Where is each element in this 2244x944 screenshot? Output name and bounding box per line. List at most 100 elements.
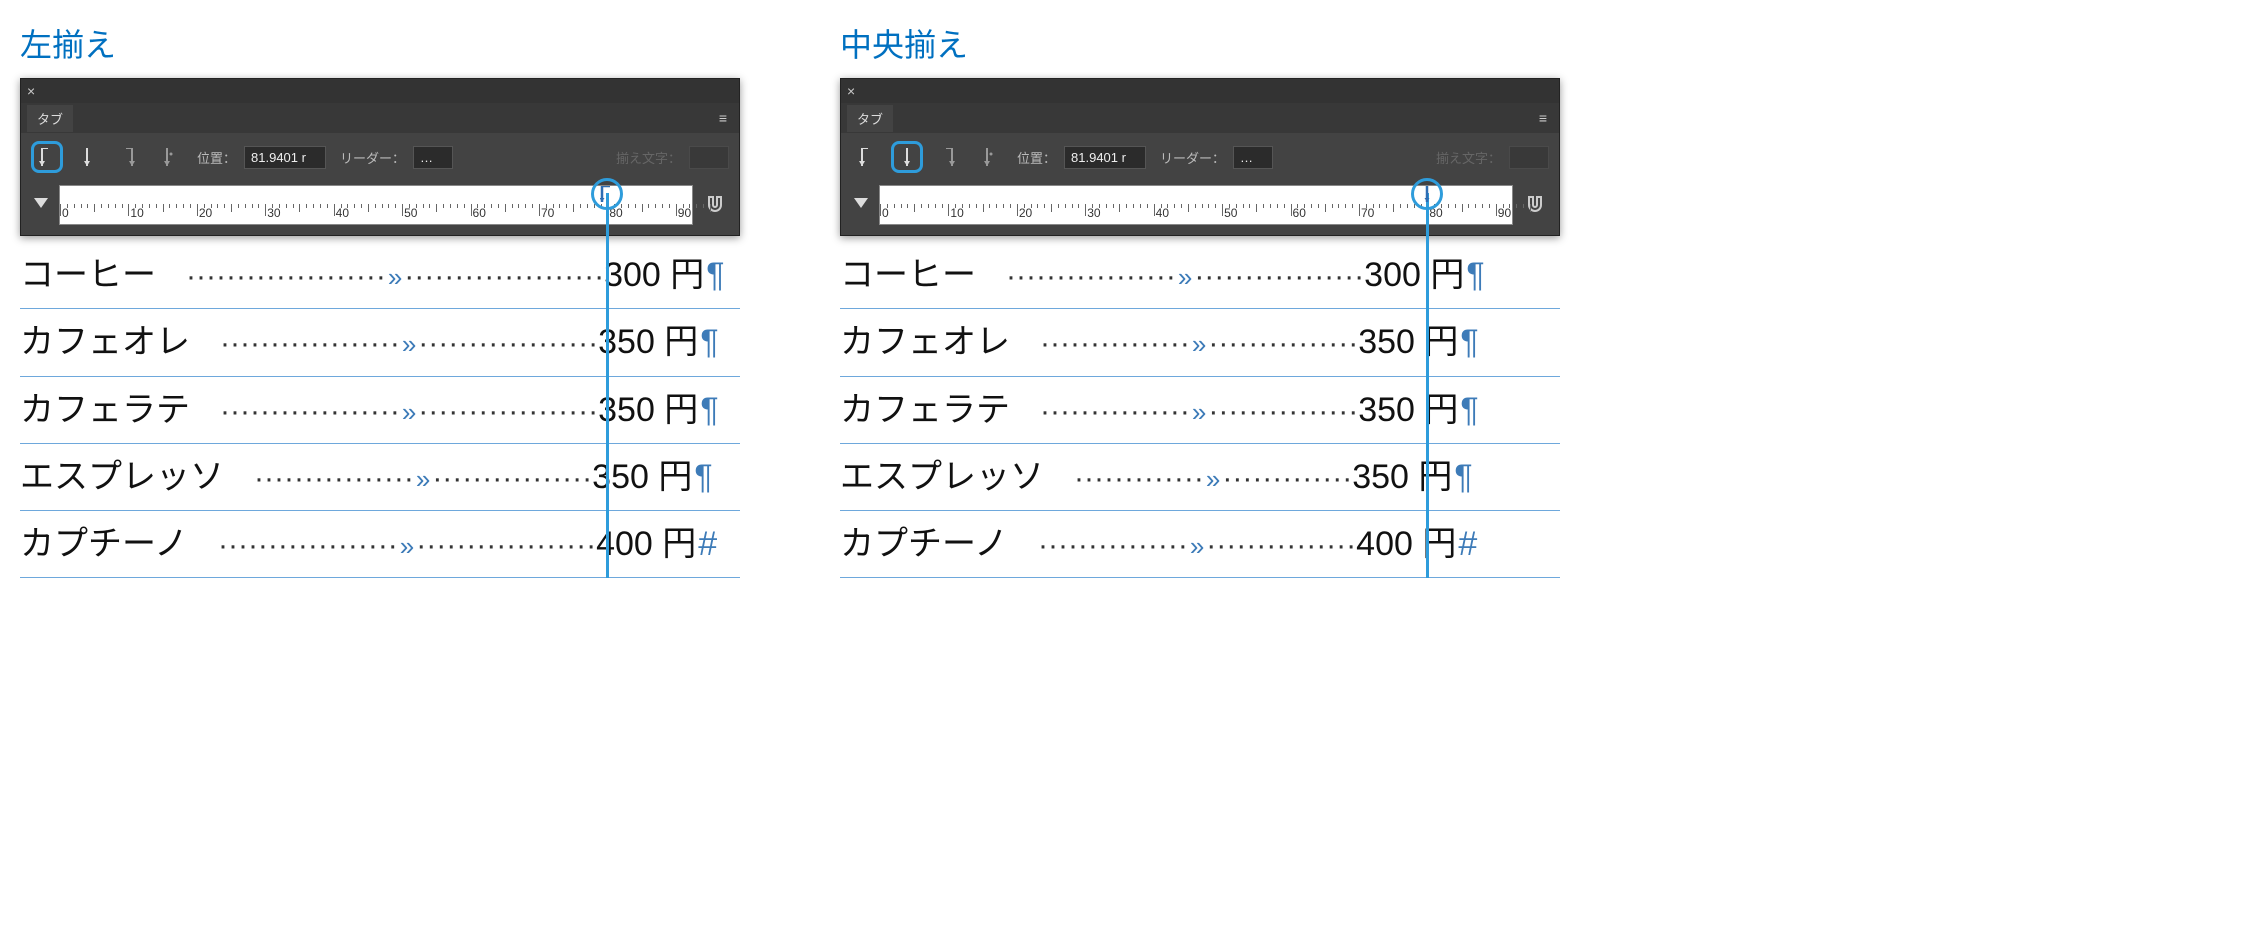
tabs-panel: × タブ ≡ 位置： リーダー： 揃え文字：	[840, 78, 1560, 236]
sample-text-area: コーヒー····················»···············…	[20, 242, 740, 578]
align-char-input	[1509, 146, 1549, 169]
menu-item-price: 350 円	[598, 323, 698, 361]
menu-line: カフェオレ···············»···············350 …	[840, 309, 1560, 376]
leader-input[interactable]	[413, 146, 453, 169]
menu-item-name: コーヒー	[20, 242, 156, 308]
tab-leader-dots: ··················	[218, 517, 398, 576]
menu-item-price: 350 円	[1352, 458, 1452, 496]
example-center-align: 中央揃え × タブ ≡ 位置： リーダー： 揃え文字：	[840, 20, 1560, 578]
panel-tab-label[interactable]: タブ	[847, 105, 893, 132]
panel-header: ×	[841, 79, 1559, 103]
decimal-tab-button[interactable]	[151, 141, 183, 173]
tab-leader-dots: ···············	[1038, 517, 1188, 576]
tabs-panel: × タブ ≡ 位置： リーダー： 揃え文字：	[20, 78, 740, 236]
tab-leader-dots: ····················	[404, 248, 604, 307]
tab-character-icon: »	[388, 252, 402, 303]
position-input[interactable]	[244, 146, 326, 169]
ruler-number: 60	[1293, 206, 1306, 220]
tab-leader-dots: ··················	[416, 517, 596, 576]
ruler[interactable]: 0102030405060708090	[59, 185, 693, 225]
end-of-story-icon: #	[698, 511, 717, 577]
tab-character-icon: »	[416, 454, 430, 505]
ruler-number: 80	[1429, 206, 1442, 220]
position-label: 位置：	[1017, 148, 1056, 167]
close-icon[interactable]: ×	[27, 83, 43, 99]
tabs-toolbar: 位置： リーダー： 揃え文字：	[21, 133, 739, 181]
ruler-number: 0	[882, 206, 889, 220]
left-tab-button[interactable]	[31, 141, 63, 173]
right-tab-button[interactable]	[111, 141, 143, 173]
indent-marker-icon[interactable]	[31, 195, 51, 215]
pilcrow-icon: ¶	[700, 377, 718, 443]
ruler-number: 50	[1224, 206, 1237, 220]
tab-leader-dots: ··················	[220, 315, 400, 374]
ruler-number: 40	[336, 206, 349, 220]
tab-stop-marker[interactable]	[1420, 186, 1434, 202]
pilcrow-icon: ¶	[706, 242, 724, 308]
menu-item-name: エスプレッソ	[20, 444, 224, 510]
menu-line: カプチーノ··················»················…	[20, 511, 740, 578]
ruler-number: 60	[473, 206, 486, 220]
indent-marker-icon[interactable]	[851, 195, 871, 215]
tab-leader-dots: ·············	[1222, 450, 1352, 509]
ruler[interactable]: 0102030405060708090	[879, 185, 1513, 225]
panel-tab-label[interactable]: タブ	[27, 105, 73, 132]
ruler-number: 20	[199, 206, 212, 220]
menu-item-price: 400 円	[596, 525, 696, 563]
menu-line: エスプレッソ················»················3…	[20, 444, 740, 511]
leader-label: リーダー：	[340, 148, 405, 167]
ruler-number: 0	[62, 206, 69, 220]
left-tab-button[interactable]	[851, 141, 883, 173]
tab-character-icon: »	[1192, 387, 1206, 438]
tab-character-icon: »	[1190, 521, 1204, 572]
tab-character-icon: »	[400, 521, 414, 572]
tab-leader-dots: ················	[254, 450, 414, 509]
menu-item-price: 350 円	[592, 458, 692, 496]
center-tab-button[interactable]	[71, 141, 103, 173]
position-input[interactable]	[1064, 146, 1146, 169]
magnet-icon[interactable]	[1521, 191, 1549, 219]
panel-menu-icon[interactable]: ≡	[713, 110, 733, 126]
ruler-row: 0102030405060708090	[841, 181, 1559, 235]
menu-line: カフェラテ··················»················…	[20, 377, 740, 444]
decimal-tab-button[interactable]	[971, 141, 1003, 173]
center-tab-button[interactable]	[891, 141, 923, 173]
ruler-number: 30	[267, 206, 280, 220]
align-char-label: 揃え文字：	[1436, 148, 1501, 167]
ruler-number: 70	[541, 206, 554, 220]
tab-leader-dots: ····················	[186, 248, 386, 307]
tab-leader-dots: ·············	[1074, 450, 1204, 509]
pilcrow-icon: ¶	[1454, 444, 1472, 510]
pilcrow-icon: ¶	[1460, 309, 1478, 375]
tabs-toolbar: 位置： リーダー： 揃え文字：	[841, 133, 1559, 181]
end-of-story-icon: #	[1458, 511, 1477, 577]
menu-item-price: 300 円	[1364, 256, 1464, 294]
menu-item-name: カフェラテ	[20, 377, 190, 443]
pilcrow-icon: ¶	[1460, 377, 1478, 443]
menu-line: コーヒー·················»·················3…	[840, 242, 1560, 309]
tab-stop-marker[interactable]	[600, 186, 614, 202]
menu-line: カプチーノ···············»···············400 …	[840, 511, 1560, 578]
magnet-icon[interactable]	[701, 191, 729, 219]
ruler-number: 90	[1498, 206, 1511, 220]
tab-character-icon: »	[1178, 252, 1192, 303]
example-title: 中央揃え	[840, 20, 1560, 66]
leader-label: リーダー：	[1160, 148, 1225, 167]
example-left-align: 左揃え × タブ ≡ 位置： リーダー： 揃え文字：	[20, 20, 740, 578]
tab-character-icon: »	[402, 319, 416, 370]
pilcrow-icon: ¶	[1466, 242, 1484, 308]
tab-leader-dots: ···············	[1208, 315, 1358, 374]
menu-line: エスプレッソ·············»·············350 円¶	[840, 444, 1560, 511]
close-icon[interactable]: ×	[847, 83, 863, 99]
leader-input[interactable]	[1233, 146, 1273, 169]
menu-item-name: コーヒー	[840, 242, 976, 308]
panel-menu-icon[interactable]: ≡	[1533, 110, 1553, 126]
sample-text-area: コーヒー·················»·················3…	[840, 242, 1560, 578]
ruler-number: 50	[404, 206, 417, 220]
panel-header: ×	[21, 79, 739, 103]
tab-leader-dots: ···············	[1208, 383, 1358, 442]
tab-leader-dots: ················	[432, 450, 592, 509]
right-tab-button[interactable]	[931, 141, 963, 173]
tab-leader-dots: ·················	[1006, 248, 1176, 307]
menu-item-price: 400 円	[1356, 525, 1456, 563]
